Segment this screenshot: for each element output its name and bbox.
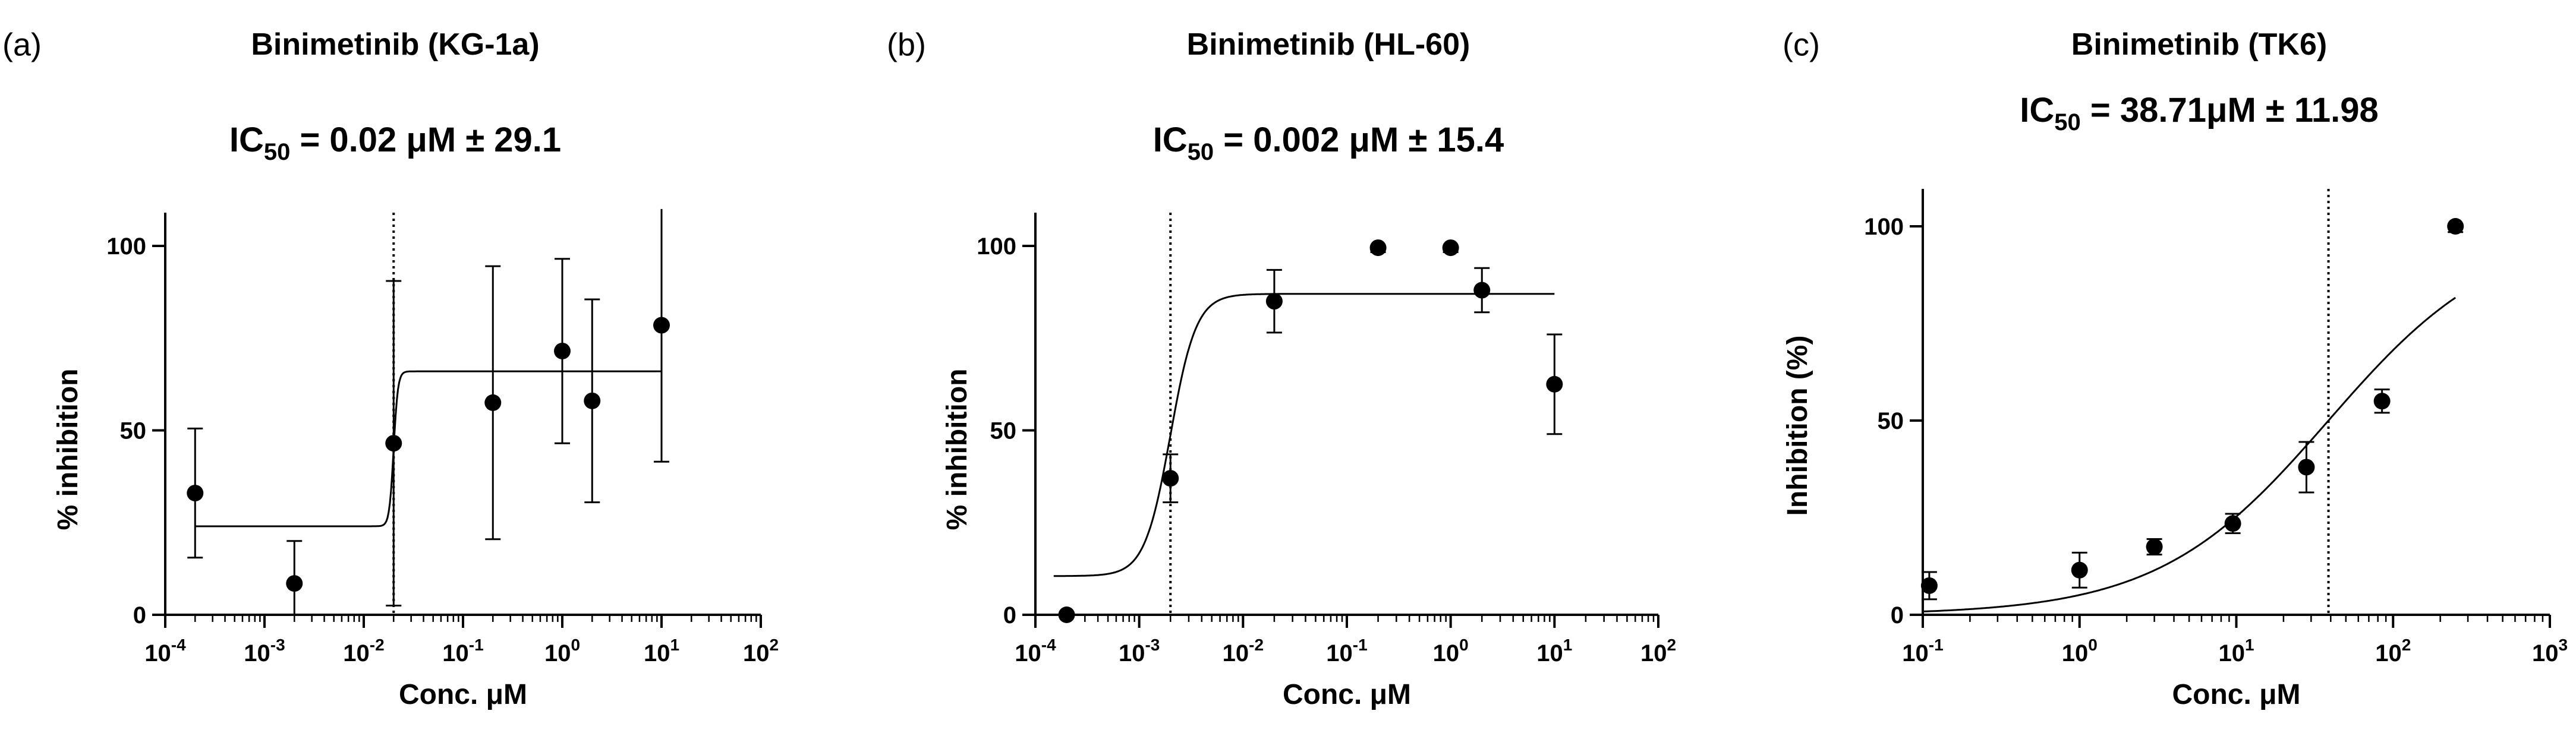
chart-title: Binimetinib (HL-60) <box>1187 27 1470 62</box>
y-axis-title: % inhibition <box>941 369 973 530</box>
panel-label: (b) <box>887 27 926 62</box>
x-tick-label: 100 <box>1433 636 1469 666</box>
point-marker <box>1265 293 1283 310</box>
x-tick-label: 100 <box>544 636 580 666</box>
x-tick-label: 10-2 <box>343 636 384 666</box>
point-marker <box>1369 239 1387 257</box>
fit-curve <box>1053 293 1555 577</box>
point-marker <box>1442 239 1459 257</box>
point-marker <box>187 485 204 502</box>
x-tick-label: 100 <box>2062 636 2098 666</box>
x-tick-label: 10-3 <box>244 636 285 666</box>
data-point <box>2447 218 2464 235</box>
data-point <box>1369 239 1387 257</box>
x-tick-label: 102 <box>743 636 779 666</box>
point-marker <box>385 435 402 452</box>
x-tick-label: 10-3 <box>1119 636 1160 666</box>
data-point <box>584 298 601 504</box>
point-marker <box>2373 393 2391 410</box>
data-point <box>1920 571 1938 601</box>
point-marker <box>484 394 502 411</box>
point-marker <box>286 575 303 592</box>
ic50-annotation: IC50 = 0.02 μM ± 29.1 <box>229 121 561 165</box>
point-marker <box>1920 577 1938 594</box>
y-tick-label: 0 <box>133 602 146 628</box>
data-point <box>1162 453 1179 504</box>
x-tick-label: 102 <box>1640 636 1676 666</box>
data-point <box>1058 606 1075 623</box>
x-tick-label: 10-1 <box>1902 636 1943 666</box>
data-point <box>484 265 502 541</box>
x-tick-label: 10-1 <box>1326 636 1367 666</box>
chart-panel-1: (a) Binimetinib (KG-1a) IC50 = 0.02 μM ± 2… <box>2 27 779 710</box>
y-tick-label: 100 <box>977 233 1016 260</box>
x-tick-label: 101 <box>644 636 679 666</box>
point-marker <box>1162 470 1179 487</box>
point-marker <box>2224 515 2241 532</box>
data-point <box>1265 268 1283 334</box>
ic50-annotation: IC50 = 38.71μM ± 11.98 <box>2020 91 2379 135</box>
y-tick-label: 0 <box>1891 602 1904 628</box>
y-tick-label: 50 <box>990 418 1017 444</box>
x-tick-label: 10-2 <box>1223 636 1264 666</box>
data-point <box>187 427 204 559</box>
y-axis-title: Inhibition (%) <box>1782 336 1813 516</box>
point-marker <box>2298 459 2315 476</box>
x-tick-label: 101 <box>1536 636 1572 666</box>
point-marker <box>584 392 601 409</box>
point-marker <box>1058 606 1075 623</box>
fit-curve <box>1922 296 2457 612</box>
data-point <box>653 208 670 463</box>
data-point <box>1442 239 1459 257</box>
x-axis-title: Conc. μM <box>399 679 527 710</box>
chart-title: Binimetinib (KG-1a) <box>251 27 539 62</box>
y-tick-label: 50 <box>120 418 147 444</box>
y-tick-label: 100 <box>1864 214 1904 240</box>
x-tick-label: 102 <box>2375 636 2411 666</box>
data-point <box>2298 441 2315 494</box>
point-marker <box>2146 538 2163 555</box>
point-marker <box>653 317 670 334</box>
data-point <box>286 540 303 616</box>
x-tick-label: 10-1 <box>442 636 483 666</box>
point-marker <box>554 342 571 359</box>
x-tick-label: 10-4 <box>144 636 186 666</box>
data-point <box>1473 267 1491 314</box>
point-marker <box>1473 282 1491 299</box>
data-point <box>2146 538 2163 556</box>
point-marker <box>1546 375 1563 393</box>
panel-label: (a) <box>2 27 42 62</box>
fit-curve <box>195 370 662 527</box>
y-axis-title: % inhibition <box>52 369 84 530</box>
chart-panel-2: (b) Binimetinib (HL-60) IC50 = 0.002 μM ± … <box>887 27 1676 710</box>
x-tick-label: 103 <box>2532 636 2568 666</box>
y-tick-label: 50 <box>1878 408 1904 434</box>
data-point <box>385 280 402 606</box>
x-tick-label: 10-4 <box>1015 636 1056 666</box>
chart-title: Binimetinib (TK6) <box>2071 27 2327 62</box>
panel-label: (c) <box>1783 27 1820 62</box>
point-marker <box>2071 561 2088 579</box>
data-point <box>2224 513 2241 535</box>
x-tick-label: 101 <box>2218 636 2254 666</box>
x-axis-title: Conc. μM <box>2172 679 2300 710</box>
y-tick-label: 0 <box>1003 602 1016 628</box>
y-tick-label: 100 <box>106 233 146 260</box>
point-marker <box>2447 218 2464 235</box>
ic50-annotation: IC50 = 0.002 μM ± 15.4 <box>1153 121 1504 165</box>
data-point <box>1546 333 1563 435</box>
data-point <box>2071 551 2088 589</box>
chart-panel-3: (c) Binimetinib (TK6) IC50 = 38.71μM ± 11.… <box>1782 27 2568 710</box>
data-point <box>2373 388 2391 414</box>
x-axis-title: Conc. μM <box>1283 679 1411 710</box>
data-point <box>554 258 571 444</box>
